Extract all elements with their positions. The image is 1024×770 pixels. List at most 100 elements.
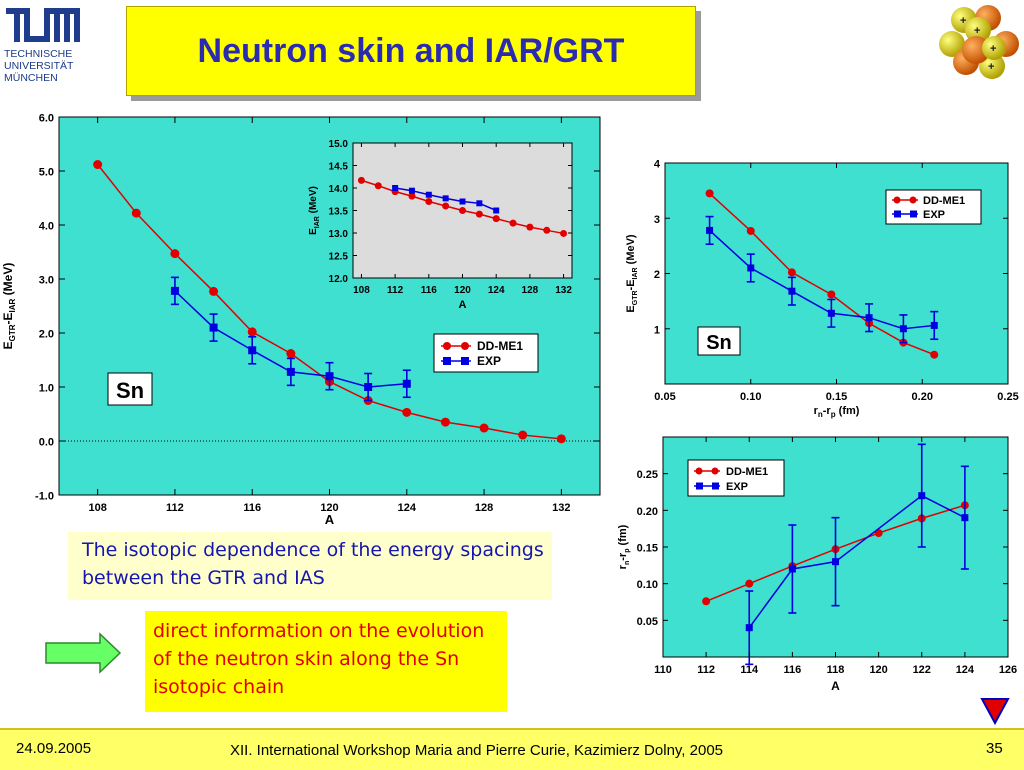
tr-point-theory <box>705 189 714 198</box>
tr-y-tick-label: 1 <box>654 324 660 336</box>
main-x-tick-label: 120 <box>320 502 338 514</box>
inset-point-exp <box>392 185 399 191</box>
inset-x-tick-label: 128 <box>522 285 539 296</box>
main-point-theory <box>440 417 450 427</box>
bottom-right-legend: DD-ME1 EXP <box>687 459 785 497</box>
tr-point-exp <box>865 314 873 322</box>
br-x-tick-label: 126 <box>999 664 1017 676</box>
main-y-tick-label: -1.0 <box>35 491 54 503</box>
main-y-tick-label: 1.0 <box>39 383 54 395</box>
main-point-exp <box>364 383 373 391</box>
inset-point-theory <box>492 215 500 223</box>
main-legend-label-exp: EXP <box>477 354 501 368</box>
top-right-x-axis-label: rn-rp (fm) <box>814 405 860 419</box>
inset-point-theory <box>357 176 365 184</box>
logo-line-2: UNIVERSITÄT <box>4 60 74 72</box>
page-number: 35 <box>986 740 1003 757</box>
br-ylabel-sub2: p <box>624 549 631 553</box>
main-y-tick-label: 5.0 <box>39 167 54 179</box>
main-point-exp <box>170 286 179 295</box>
bottom-right-legend-label-exp: EXP <box>726 481 748 493</box>
tr-point-theory <box>746 226 755 235</box>
top-right-sn-label: Sn <box>697 326 741 356</box>
tr-ylabel-sub2: IAR <box>632 267 639 279</box>
svg-text:+: + <box>988 61 994 73</box>
tum-logo-text: TECHNISCHE UNIVERSITÄT MÜNCHEN <box>4 48 88 84</box>
main-point-theory <box>479 423 489 433</box>
main-point-exp <box>286 367 295 376</box>
main-y-tick-label: 2.0 <box>39 329 54 341</box>
main-ylabel-unit: (MeV) <box>1 263 15 299</box>
br-point-theory <box>702 597 711 606</box>
inset-x-axis-label: A <box>459 299 467 311</box>
inset-x-tick-label: 116 <box>421 285 438 296</box>
br-point-exp <box>745 624 753 632</box>
inset-y-tick-label: 14.0 <box>329 184 349 195</box>
tr-xlabel-sub2: p <box>831 410 836 419</box>
main-point-theory <box>93 160 103 170</box>
tr-point-exp <box>706 226 714 234</box>
top-right-legend: DD-ME1 EXP <box>885 189 982 225</box>
tr-point-exp <box>747 264 755 272</box>
tr-x-tick-label: 0.10 <box>740 391 761 403</box>
br-x-tick-label: 122 <box>913 664 931 676</box>
br-point-exp <box>918 492 926 500</box>
tr-point-theory <box>827 290 836 299</box>
top-right-y-axis-label: EGTR-EIAR (MeV) <box>625 234 639 313</box>
caption-neutron-skin: direct information on the evolution of t… <box>145 611 507 712</box>
br-x-tick-label: 114 <box>740 664 759 676</box>
main-point-theory <box>170 249 180 259</box>
main-ylabel-e2: -E <box>1 312 15 324</box>
footer-date: 24.09.2005 <box>16 740 92 757</box>
inset-point-theory <box>543 226 551 234</box>
main-point-exp <box>325 372 334 381</box>
main-legend: DD-ME1 EXP <box>433 333 539 373</box>
main-ylabel-e1: E <box>1 341 15 349</box>
inset-point-theory <box>459 207 466 214</box>
top-right-legend-label-exp: EXP <box>923 209 945 221</box>
main-y-tick-label: 0.0 <box>39 437 54 449</box>
tr-xlabel-sub1: n <box>818 410 823 419</box>
br-x-tick-label: 110 <box>654 664 672 676</box>
inset-point-exp <box>476 200 483 207</box>
logo-line-3: MÜNCHEN <box>4 72 58 84</box>
tr-point-exp <box>788 287 796 295</box>
inset-point-exp <box>459 198 466 205</box>
inset-point-exp <box>408 187 415 194</box>
inset-y-tick-label: 13.0 <box>329 229 349 240</box>
bottom-right-y-axis-label: rn-rp (fm) <box>617 524 631 569</box>
br-point-theory <box>745 579 754 588</box>
tr-point-theory <box>930 350 939 359</box>
main-y-tick-label: 4.0 <box>39 221 54 233</box>
main-ylabel-sub1: GTR <box>8 324 17 341</box>
tr-point-exp <box>899 325 907 333</box>
logo-line-1: TECHNISCHE <box>4 48 73 60</box>
br-ylabel-r1: r <box>617 564 629 569</box>
tr-point-exp <box>827 309 835 317</box>
tr-ylabel-e2: -E <box>625 279 637 290</box>
br-ylabel-unit: (fm) <box>617 524 629 548</box>
down-triangle-nav-icon[interactable] <box>980 697 1010 725</box>
inset-x-tick-label: 112 <box>387 285 404 296</box>
slide-title: Neutron skin and IAR/GRT <box>197 31 625 70</box>
main-point-theory <box>556 434 566 444</box>
br-point-exp <box>961 514 969 522</box>
footer-bar <box>0 728 1024 770</box>
inset-y-tick-label: 15.0 <box>329 139 349 150</box>
title-box: Neutron skin and IAR/GRT <box>126 6 696 96</box>
br-y-tick-label: 0.20 <box>637 506 658 518</box>
tr-x-tick-label: 0.20 <box>912 391 933 403</box>
br-point-exp <box>788 565 796 573</box>
tr-x-tick-label: 0.25 <box>997 391 1018 403</box>
main-y-tick-label: 3.0 <box>39 275 54 287</box>
main-point-theory <box>131 208 141 218</box>
main-sn-label-text: Sn <box>116 378 144 403</box>
inset-point-theory <box>442 202 450 210</box>
main-y-axis-label: EGTR-EIAR (MeV) <box>1 263 17 350</box>
tr-y-tick-label: 3 <box>654 214 660 226</box>
inset-point-theory <box>374 182 382 190</box>
br-x-tick-label: 116 <box>784 664 802 676</box>
inset-point-theory <box>475 210 483 218</box>
main-x-tick-label: 116 <box>243 502 261 514</box>
inset-x-tick-label: 108 <box>353 285 370 296</box>
